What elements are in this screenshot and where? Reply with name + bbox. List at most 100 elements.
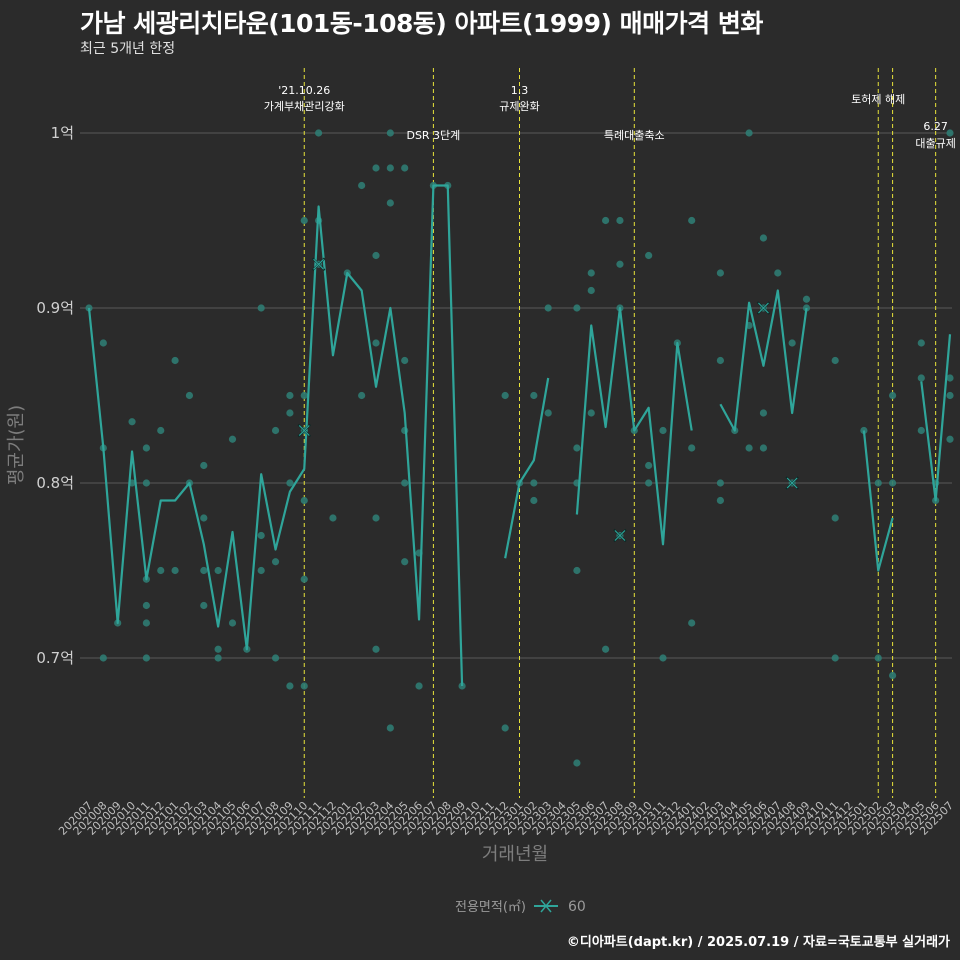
transaction-point <box>802 295 811 303</box>
transaction-point <box>889 671 897 680</box>
transaction-point <box>171 566 179 575</box>
transaction-point <box>271 426 280 435</box>
transaction-point <box>659 654 667 662</box>
transaction-point <box>587 286 595 295</box>
transaction-point <box>645 251 653 260</box>
highlight-cross-inner <box>614 530 626 541</box>
transaction-point <box>889 479 897 487</box>
transaction-point <box>831 514 839 522</box>
transaction-point <box>372 514 380 522</box>
transaction-point <box>788 339 796 347</box>
transaction-point <box>946 129 954 137</box>
series-line-segment <box>719 289 808 432</box>
y-tick-label: 0.8억 <box>36 474 74 492</box>
transaction-point <box>300 216 308 225</box>
transaction-point <box>257 304 265 312</box>
transaction-point <box>573 444 581 452</box>
transaction-point <box>128 418 136 426</box>
transaction-point <box>774 269 782 277</box>
transaction-point <box>716 356 725 365</box>
transaction-point <box>214 645 222 653</box>
transaction-point <box>645 479 653 487</box>
transaction-point <box>401 164 409 172</box>
event-label: '21.10.26 <box>278 84 330 97</box>
transaction-point <box>200 566 208 575</box>
highlight-cross-inner <box>313 258 325 270</box>
transaction-point <box>286 479 294 487</box>
transaction-point <box>271 654 280 662</box>
transaction-point <box>745 129 753 137</box>
transaction-point <box>831 654 839 662</box>
transaction-point <box>401 479 409 487</box>
series-line-segment <box>87 184 464 687</box>
transaction-point <box>587 409 595 417</box>
transaction-point <box>358 391 366 400</box>
transaction-point <box>386 199 394 207</box>
transaction-point <box>759 409 768 417</box>
transaction-point <box>300 682 308 690</box>
event-label: 가계부채관리강화 <box>264 100 345 113</box>
transaction-point <box>286 682 294 690</box>
transaction-point <box>200 601 208 610</box>
transaction-point <box>257 531 265 540</box>
legend-title: 전용면적(㎡) <box>455 900 526 915</box>
transaction-point <box>659 426 667 435</box>
highlight-cross-inner <box>758 302 769 314</box>
highlight-cross-inner <box>298 425 310 436</box>
transaction-point <box>200 514 208 522</box>
transaction-point <box>716 496 725 505</box>
transaction-point <box>300 391 308 400</box>
highlight-markers <box>297 257 799 543</box>
transaction-point <box>645 461 653 470</box>
transaction-point <box>917 374 925 382</box>
event-label: 6.27 <box>923 120 948 133</box>
legend-entry-60: 60 <box>568 899 586 915</box>
transaction-point <box>157 566 165 575</box>
transaction-point <box>142 444 150 452</box>
transaction-point <box>587 269 595 277</box>
transaction-point <box>501 391 509 400</box>
event-label: 규제완화 <box>499 100 539 113</box>
transaction-point <box>358 181 366 190</box>
highlight-cross-inner <box>786 477 798 489</box>
transaction-point <box>716 269 725 277</box>
transaction-point <box>372 339 380 347</box>
transaction-point <box>874 479 882 487</box>
transaction-point <box>271 558 280 566</box>
transaction-point <box>874 654 882 662</box>
transaction-point <box>214 654 222 662</box>
transaction-point <box>616 260 624 268</box>
transaction-point <box>99 654 107 662</box>
transaction-point <box>214 566 222 575</box>
transaction-point <box>386 129 394 137</box>
transaction-point <box>300 496 308 505</box>
transaction-point <box>530 496 538 505</box>
transaction-point <box>185 391 194 400</box>
transaction-point <box>171 356 179 365</box>
transaction-point <box>544 409 552 417</box>
legend-cross-key <box>540 899 552 913</box>
transaction-point <box>501 724 509 732</box>
y-tick-label: 0.9억 <box>36 299 74 317</box>
transaction-point <box>142 619 150 627</box>
transaction-point <box>386 724 394 732</box>
transaction-point <box>573 759 581 767</box>
transaction-point <box>716 479 725 487</box>
transaction-point <box>315 129 323 137</box>
transaction-point <box>142 601 150 610</box>
transaction-point <box>946 374 954 382</box>
transaction-point <box>228 435 237 443</box>
transaction-point <box>386 164 394 172</box>
event-label: DSR 3단계 <box>406 129 460 142</box>
transaction-point <box>759 444 768 452</box>
y-tick-label: 0.7억 <box>36 649 74 667</box>
transaction-point <box>372 164 380 172</box>
transaction-point <box>688 444 696 452</box>
transaction-point <box>946 391 954 400</box>
y-axis-ticks: 0.7억 0.8억 0.9억 1억 <box>36 124 74 667</box>
transaction-point <box>946 435 954 443</box>
transaction-point <box>688 216 696 225</box>
transaction-point <box>99 339 107 347</box>
transaction-point <box>300 575 308 583</box>
